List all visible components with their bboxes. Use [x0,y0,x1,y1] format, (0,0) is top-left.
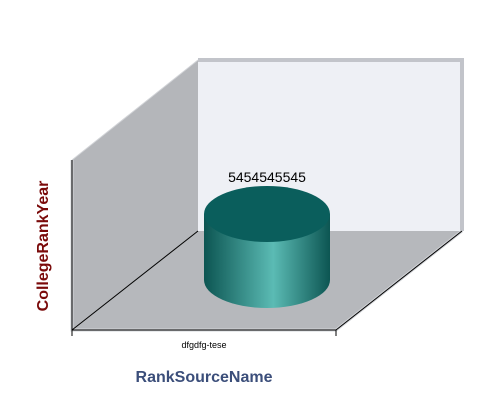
chart-frame [71,59,199,161]
data-label: 5454545545 [228,169,306,185]
floor-diagonal [335,230,463,331]
chart-frame [198,58,464,231]
x-axis-title: RankSourceName [136,369,273,386]
x-tick-label: dfgdfg-tese [181,340,226,350]
wall-diagonal [71,230,199,331]
chart-left-wall [72,60,198,330]
y-axis-title: CollegeRankYear [35,181,52,312]
bar [204,186,330,308]
bar-top [204,186,330,242]
